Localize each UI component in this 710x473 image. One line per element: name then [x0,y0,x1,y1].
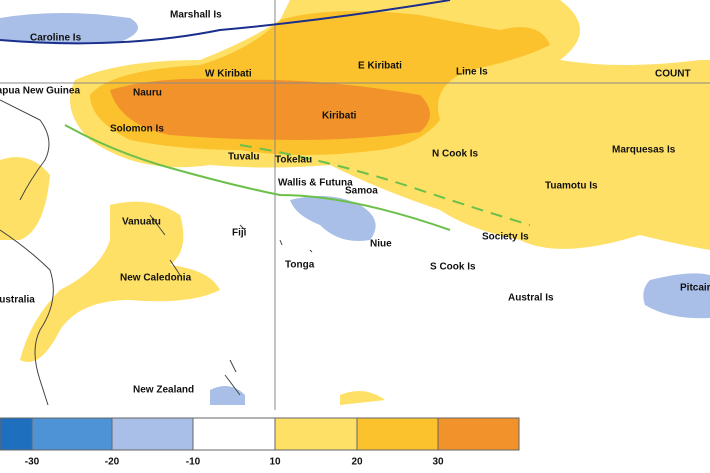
place-label: Niue [370,239,392,250]
colorbar: -30 -20 -10 10 20 30 [0,417,520,468]
place-label: Tokelau [275,155,312,166]
coastlines [0,99,313,406]
place-label: S Cook Is [430,262,476,273]
place-label: Samoa [345,186,378,197]
place-label: Tuamotu Is [545,181,598,192]
spcz-mean-line [239,144,531,226]
place-label: Society Is [482,232,529,243]
colorbar-swatch [111,417,194,451]
place-label: Pitcairn [680,283,710,294]
colorbar-tick-label: -30 [25,457,40,468]
colorbar-tick-label: 10 [269,457,281,468]
colorbar-tick-label: 30 [432,457,444,468]
place-label: COUNT [655,69,691,80]
place-label: Austral Is [508,293,554,304]
place-label: Kiribati [322,111,357,122]
place-label: Solomon Is [110,124,164,135]
spcz-line [64,124,451,231]
place-label: New Zealand [133,385,194,396]
place-label: Nauru [133,88,162,99]
place-labels: Marshall Is Caroline Is W Kiribati E Kiriba… [0,10,710,396]
colorbar-swatch [0,417,33,451]
place-label: Vanuatu [122,217,161,228]
place-label: Tonga [285,260,315,271]
place-label: Australia [0,295,35,306]
place-label: Line Is [456,67,488,78]
colorbar-tick-label: -10 [186,457,201,468]
place-label: Papua New Guinea [0,86,80,97]
place-label: Caroline Is [30,33,82,44]
colorbar-swatch [31,417,113,451]
place-label: New Caledonia [120,273,192,284]
place-label: E Kiribati [358,61,402,72]
grid-lines [0,0,710,410]
place-label: N Cook Is [432,149,479,160]
colorbar-swatch [192,417,276,451]
colorbar-swatch [274,417,358,451]
colorbar-tick-label: 20 [351,457,363,468]
colorbar-swatch [437,417,520,451]
place-label: Marshall Is [170,10,222,21]
place-label: Tuvalu [228,152,259,163]
itcz-line [0,0,451,45]
place-label: W Kiribati [205,69,252,80]
colorbar-tick-label: -20 [105,457,120,468]
colorbar-swatch [356,417,439,451]
place-label: Fiji [232,228,247,239]
place-label: Wallis & Futuna [278,178,353,189]
place-label: Marquesas Is [612,145,676,156]
